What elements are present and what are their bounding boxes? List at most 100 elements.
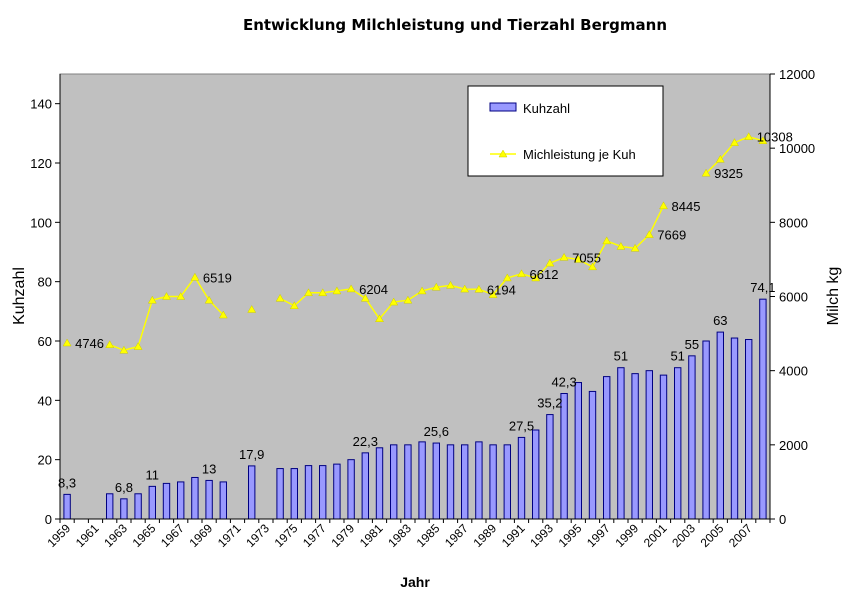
line-point <box>502 273 512 282</box>
left-axis-title: Kuhzahl <box>11 267 28 325</box>
line-point <box>531 273 541 282</box>
left-y-axis: 0 20 40 60 80 100 120 140 <box>30 74 61 527</box>
kuhzahl-bars <box>63 298 767 520</box>
line-point <box>644 230 654 238</box>
line-point <box>247 304 257 313</box>
x-tick-label: 1977 <box>300 521 329 550</box>
line-point <box>403 295 413 304</box>
line-point <box>119 345 129 354</box>
bar <box>674 367 682 520</box>
line-point <box>573 254 583 263</box>
line-point <box>474 284 484 293</box>
bar-data-label: 35,2 <box>537 396 562 411</box>
bar <box>475 441 483 520</box>
line-point <box>133 342 143 350</box>
bar <box>390 444 398 520</box>
bar <box>106 493 114 520</box>
right-tick-label: 12000 <box>779 67 815 82</box>
line-point <box>360 293 370 302</box>
legend-label-milch: Michleistung je Kuh <box>523 147 636 162</box>
bar <box>148 485 156 520</box>
line-data-label: 6194 <box>487 282 516 297</box>
bar <box>517 436 526 520</box>
bar-data-label: 25,6 <box>424 424 449 439</box>
left-tick-label: 0 <box>45 512 52 527</box>
x-tick-label: 1991 <box>499 521 528 550</box>
legend-label-kuhzahl: Kuhzahl <box>523 101 570 116</box>
line-point <box>275 293 285 302</box>
line-point <box>630 243 640 252</box>
line-point <box>147 295 157 304</box>
right-tick-label: 0 <box>779 512 786 527</box>
bar <box>702 340 710 520</box>
line-point <box>616 241 626 250</box>
line-data-label: 8445 <box>672 199 701 214</box>
line-point <box>758 136 768 144</box>
line-point <box>176 291 186 300</box>
left-tick-label: 140 <box>30 97 52 112</box>
line-data-label: 6519 <box>203 270 232 285</box>
bar <box>603 376 611 520</box>
line-point <box>105 340 115 348</box>
bar <box>588 390 597 520</box>
legend-marker-milch <box>498 149 508 158</box>
bar <box>361 452 369 520</box>
bar-data-label: 55 <box>685 337 699 352</box>
bar-data-label: 27,5 <box>509 418 534 433</box>
line-point <box>431 282 441 291</box>
x-tick-label: 1985 <box>414 521 443 550</box>
line-point <box>190 272 200 281</box>
x-tick-label: 2001 <box>641 521 670 550</box>
bar-data-label: 6,8 <box>115 480 133 495</box>
x-tick-label: 1973 <box>243 521 272 550</box>
bar <box>503 444 511 520</box>
line-point <box>545 258 555 267</box>
line-point <box>62 338 72 347</box>
x-tick-label: 1979 <box>328 521 357 550</box>
line-point <box>375 314 384 322</box>
right-tick-label: 2000 <box>779 438 808 453</box>
line-point <box>162 291 171 300</box>
line-data-label: 6204 <box>359 282 388 297</box>
bar <box>319 465 327 520</box>
bar <box>205 479 213 520</box>
line-point <box>332 286 342 295</box>
bar <box>489 444 497 520</box>
bar <box>162 482 171 520</box>
bar <box>446 444 455 520</box>
series-line-segment <box>279 205 665 320</box>
bar <box>248 465 256 520</box>
x-tick-label: 1969 <box>186 521 215 550</box>
bar <box>120 498 128 520</box>
bar <box>347 459 355 520</box>
line-point <box>744 132 754 140</box>
bar-data-label: 17,9 <box>239 447 264 462</box>
bar <box>688 355 696 520</box>
bar-data-label: 42,3 <box>551 375 576 390</box>
x-tick-label: 1987 <box>442 521 471 550</box>
left-tick-label: 120 <box>30 156 52 171</box>
bar <box>375 447 384 520</box>
line-point <box>602 236 612 245</box>
bar <box>191 476 199 520</box>
x-tick-label: 1961 <box>73 521 102 550</box>
bar <box>730 337 739 520</box>
bar <box>404 444 412 520</box>
bar-data-label: 8,3 <box>58 475 76 490</box>
line-point <box>204 295 214 304</box>
line-point <box>318 288 328 297</box>
x-tick-label: 1965 <box>130 521 159 550</box>
x-tick-label: 1967 <box>158 521 187 550</box>
line-point <box>588 262 597 271</box>
line-data-label: 4746 <box>75 336 104 351</box>
left-tick-label: 60 <box>38 334 52 349</box>
line-point <box>417 286 427 295</box>
bar <box>432 442 440 520</box>
legend-swatch-kuhzahl <box>489 102 517 112</box>
line-data-label: 10308 <box>757 130 793 145</box>
bar-data-label: 74,1 <box>750 280 775 295</box>
x-tick-label: 1983 <box>385 521 414 550</box>
line-point <box>389 297 399 306</box>
line-point <box>460 284 470 293</box>
bar <box>63 493 71 520</box>
